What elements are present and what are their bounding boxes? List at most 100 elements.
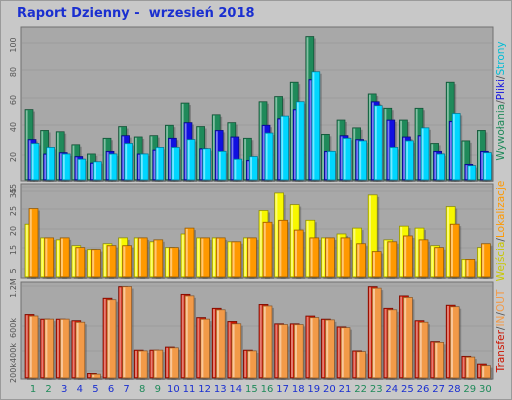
bar-2-lokalizacje-6 [106,245,117,278]
bar-1-strony-14 [233,158,243,181]
bar-1-strony-21 [342,137,352,181]
bar-3-inout-25 [403,297,413,379]
bar-3-inout-9 [153,349,164,379]
bar-1-strony-12 [202,148,211,181]
y-tick-label: 600k [9,318,18,338]
bar-1-strony-2-highlight [47,148,50,180]
bar-1-strony-11 [186,139,196,181]
bar-3-transfer-10-highlight [166,347,169,378]
bar-1-strony-6-highlight [109,154,112,180]
y-tick-label: 1.2M [9,278,18,298]
bar-2-wejcia-27-highlight [431,246,434,277]
bar-2-lokalizacje-4-highlight [76,248,79,277]
bar-3-inout-18-highlight [295,325,297,378]
bar-3-transfer-2-highlight [41,319,44,378]
bar-2-wejcia-11-highlight [181,234,184,277]
bar-3-inout-17 [278,324,288,379]
day-label-9: 9 [155,384,161,395]
bar-2-lokalizacje-3 [59,237,70,278]
bar-2-wejcia-14-highlight [228,242,231,277]
bar-1-pliki-27-highlight [434,152,437,180]
side-legend-2: Wejścia/Lokalizacje [495,181,507,282]
bar-2-lokalizacje-5 [91,249,101,278]
bar-2-wejcia-26-highlight [415,228,418,277]
bar-2-lokalizacje-17 [278,219,288,278]
bar-2-lokalizacje-13-highlight [217,238,219,277]
bar-1-strony-13-highlight [219,152,221,180]
plot-area [20,281,494,380]
day-label-11: 11 [183,384,196,395]
bar-3-inout-4 [75,321,86,379]
bar-2-wejcia-16-highlight [259,211,262,277]
bar-1-strony-27-highlight [437,154,440,180]
bar-1-strony-23-highlight [375,106,377,180]
bar-2-wejcia-15-highlight [244,238,247,277]
bar-1-wywoania-4-highlight [72,145,75,180]
bar-3-transfer-9-highlight [150,350,153,378]
bar-3-transfer-19-highlight [306,316,309,378]
bar-3-inout-4-highlight [76,323,79,378]
bar-2-wejcia-6-highlight [103,244,106,277]
bar-2-wejcia-29-highlight [462,260,465,277]
bar-3-inout-30-highlight [482,366,485,378]
bar-3-transfer-3-highlight [57,319,59,378]
bar-2-wejcia-22-highlight [353,228,356,277]
bar-2-lokalizacje-20 [325,237,335,278]
bar-3-inout-30 [481,365,491,379]
bar-1-strony-4 [77,158,87,181]
bar-1-strony-25 [405,140,414,181]
bar-1-strony-8 [139,153,149,181]
bar-1-strony-20-highlight [328,152,330,180]
side-legend-part-3-3: / [495,312,507,316]
bar-1-strony-16-highlight [265,133,268,180]
bar-3-inout-24 [387,309,398,379]
bar-2-lokalizacje-16-highlight [263,223,266,277]
bar-2-wejcia-5-highlight [88,250,91,277]
bar-3-inout-27 [434,342,444,379]
y-tick-label: 5 [9,268,18,273]
bar-2-lokalizacje-25-highlight [404,236,407,277]
chart-title: Raport Dzienny - wrzesień 2018 [17,6,255,21]
side-legend-part-1-0: Wywołania [495,104,507,161]
bar-2-lokalizacje-26 [418,239,429,278]
bar-3-inout-26 [418,321,429,379]
bar-1-pliki-3-highlight [60,153,62,180]
bar-1-wywoania-25-highlight [400,120,402,180]
bar-1-wywoania-5-highlight [88,154,90,180]
bar-3-transfer-25-highlight [400,296,403,378]
day-label-17: 17 [276,384,289,395]
bar-3-transfer-30-highlight [478,364,481,378]
day-label-30: 30 [479,384,492,395]
bar-2-lokalizacje-23 [371,251,382,278]
bar-2-wejcia-1-highlight [25,224,28,277]
bar-1-wywoania-27-highlight [431,144,434,180]
bar-2-wejcia-12-highlight [197,238,200,277]
bar-1-strony-1-highlight [31,144,34,180]
y-tick-label: 40 [9,122,18,132]
bar-2-wejcia-23-highlight [369,195,371,277]
bar-1-strony-10-highlight [172,148,174,180]
bar-1-strony-5-highlight [94,162,96,180]
bar-3-inout-3 [59,318,70,379]
bar-3-transfer-13-highlight [213,309,215,378]
day-label-13: 13 [214,384,227,395]
side-legend-part-1-2: Pliki [495,79,507,100]
bar-1-pliki-25-highlight [403,137,405,180]
bar-1-wywoania-12-highlight [197,127,200,180]
bar-3-transfer-14-highlight [228,322,231,378]
bar-2-lokalizacje-27-highlight [435,248,438,277]
bar-1-pliki-13-highlight [216,131,218,180]
bar-3-inout-25-highlight [404,298,407,378]
bar-1-wywoania-23-highlight [369,94,371,180]
bar-1-strony-29 [467,165,477,181]
bar-1-strony-21-highlight [343,139,346,180]
bar-1-strony-29-highlight [468,166,471,180]
bar-3-inout-22-highlight [357,352,360,378]
bar-1-strony-18 [295,101,305,181]
bar-2-wejcia-10-highlight [166,248,169,277]
bar-1-pliki-2-highlight [44,154,47,180]
bar-1-strony-3-highlight [63,154,65,180]
bar-1-strony-19-highlight [312,72,315,180]
